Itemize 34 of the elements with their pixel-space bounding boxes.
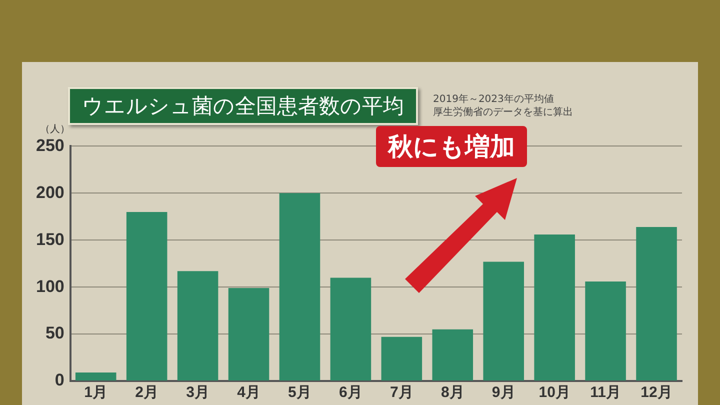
bar	[381, 336, 422, 380]
y-tick-label: 250	[36, 136, 64, 155]
bar	[279, 193, 320, 380]
bar	[177, 271, 218, 380]
y-axis-title: （人）	[40, 123, 70, 136]
x-tick-label: 5月	[288, 384, 312, 402]
x-tick-label: 10月	[538, 384, 570, 402]
x-tick-label: 12月	[640, 384, 672, 402]
y-tick-label: 100	[36, 276, 64, 296]
text: 2019年～2023年の平均値	[433, 93, 554, 106]
bar	[228, 288, 270, 380]
x-tick-label: 6月	[339, 384, 362, 402]
x-tick-label: 4月	[237, 384, 260, 402]
y-tick-label: 50	[45, 324, 64, 343]
text: 厚生労働省のデータを基に算出	[433, 106, 573, 119]
x-tick-label: 1月	[84, 384, 108, 402]
y-tick-label: 0	[54, 370, 64, 390]
x-tick-label: 3月	[186, 384, 210, 402]
x-tick-label: 9月	[492, 384, 516, 402]
x-tick-label: 2月	[135, 384, 158, 402]
bar	[534, 234, 575, 380]
y-tick-label: 200	[36, 182, 64, 202]
annotation: 秋にも増加	[376, 126, 527, 167]
bar	[585, 281, 626, 380]
y-tick-label: 150	[36, 230, 64, 249]
bar	[432, 329, 474, 380]
bar	[330, 278, 372, 380]
x-tick-label: 7月	[390, 384, 414, 402]
bar	[75, 372, 116, 380]
bar	[636, 226, 677, 380]
x-tick-label: 11月	[590, 384, 621, 402]
x-tick-label: 8月	[440, 384, 464, 402]
bar	[126, 212, 168, 380]
chart-title: ウエルシュ菌の全国患者数の平均	[68, 87, 418, 125]
